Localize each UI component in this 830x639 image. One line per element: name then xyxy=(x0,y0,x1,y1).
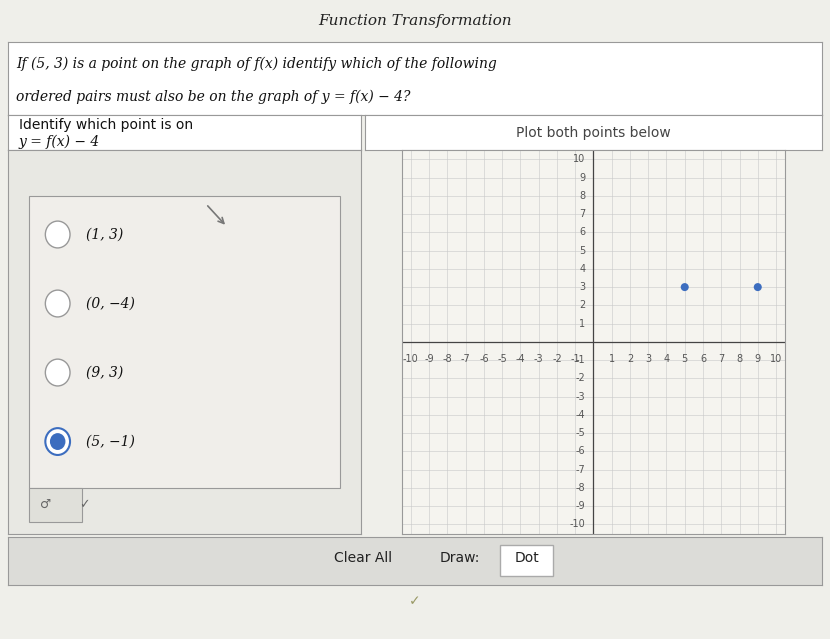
Text: 9: 9 xyxy=(754,354,761,364)
Text: 9: 9 xyxy=(579,173,585,183)
Text: 2: 2 xyxy=(627,354,633,364)
Text: 5: 5 xyxy=(579,245,585,256)
Text: ♂: ♂ xyxy=(40,498,51,511)
Text: -8: -8 xyxy=(576,483,585,493)
Circle shape xyxy=(46,359,70,386)
Text: -10: -10 xyxy=(569,520,585,530)
Text: -4: -4 xyxy=(576,410,585,420)
Text: -9: -9 xyxy=(576,501,585,511)
Text: 6: 6 xyxy=(700,354,706,364)
Circle shape xyxy=(50,433,66,450)
Text: 8: 8 xyxy=(579,191,585,201)
Text: (9, 3): (9, 3) xyxy=(86,366,123,380)
Text: ✓: ✓ xyxy=(79,498,90,511)
Text: -3: -3 xyxy=(576,392,585,402)
Text: (0, −4): (0, −4) xyxy=(86,296,134,311)
FancyBboxPatch shape xyxy=(500,546,554,576)
Text: -6: -6 xyxy=(479,354,489,364)
Text: -5: -5 xyxy=(497,354,507,364)
Text: -2: -2 xyxy=(552,354,562,364)
Text: Identify which point is on: Identify which point is on xyxy=(19,118,193,132)
Text: Clear All: Clear All xyxy=(334,551,392,566)
Text: -2: -2 xyxy=(575,373,585,383)
Text: 5: 5 xyxy=(681,354,688,364)
Text: 8: 8 xyxy=(736,354,743,364)
Text: 1: 1 xyxy=(608,354,615,364)
Text: 7: 7 xyxy=(579,209,585,219)
Circle shape xyxy=(754,283,762,291)
Text: ordered pairs must also be on the graph of y = f(x) − 4?: ordered pairs must also be on the graph … xyxy=(17,89,411,104)
Text: -1: -1 xyxy=(576,355,585,365)
Circle shape xyxy=(46,428,70,455)
Text: -8: -8 xyxy=(442,354,452,364)
Text: Function Transformation: Function Transformation xyxy=(318,14,512,27)
Text: -9: -9 xyxy=(424,354,434,364)
Text: -7: -7 xyxy=(461,354,471,364)
Text: -6: -6 xyxy=(576,447,585,456)
Text: 1: 1 xyxy=(579,319,585,328)
Text: -5: -5 xyxy=(575,428,585,438)
Circle shape xyxy=(46,290,70,317)
Circle shape xyxy=(681,283,689,291)
Text: -1: -1 xyxy=(570,354,580,364)
Text: (5, −1): (5, −1) xyxy=(86,435,134,449)
Text: Dot: Dot xyxy=(515,551,540,566)
Text: 2: 2 xyxy=(579,300,585,311)
Text: y = f(x) − 4: y = f(x) − 4 xyxy=(19,134,100,149)
Text: 3: 3 xyxy=(579,282,585,292)
Text: -3: -3 xyxy=(534,354,544,364)
Text: 3: 3 xyxy=(645,354,652,364)
Text: 4: 4 xyxy=(579,264,585,274)
Text: If (5, 3) is a point on the graph of f(x) identify which of the following: If (5, 3) is a point on the graph of f(x… xyxy=(17,56,497,71)
Text: ✓: ✓ xyxy=(409,594,421,608)
Text: Plot both points below: Plot both points below xyxy=(516,126,671,139)
FancyBboxPatch shape xyxy=(30,196,340,488)
Text: 10: 10 xyxy=(770,354,782,364)
Circle shape xyxy=(46,221,70,248)
Text: -10: -10 xyxy=(403,354,419,364)
Text: 4: 4 xyxy=(663,354,670,364)
Text: 10: 10 xyxy=(573,154,585,164)
Text: 7: 7 xyxy=(718,354,725,364)
Text: -4: -4 xyxy=(515,354,525,364)
Text: (1, 3): (1, 3) xyxy=(86,227,123,242)
Text: -7: -7 xyxy=(575,465,585,475)
Text: 6: 6 xyxy=(579,227,585,237)
Text: Draw:: Draw: xyxy=(439,551,480,566)
FancyBboxPatch shape xyxy=(30,488,82,522)
